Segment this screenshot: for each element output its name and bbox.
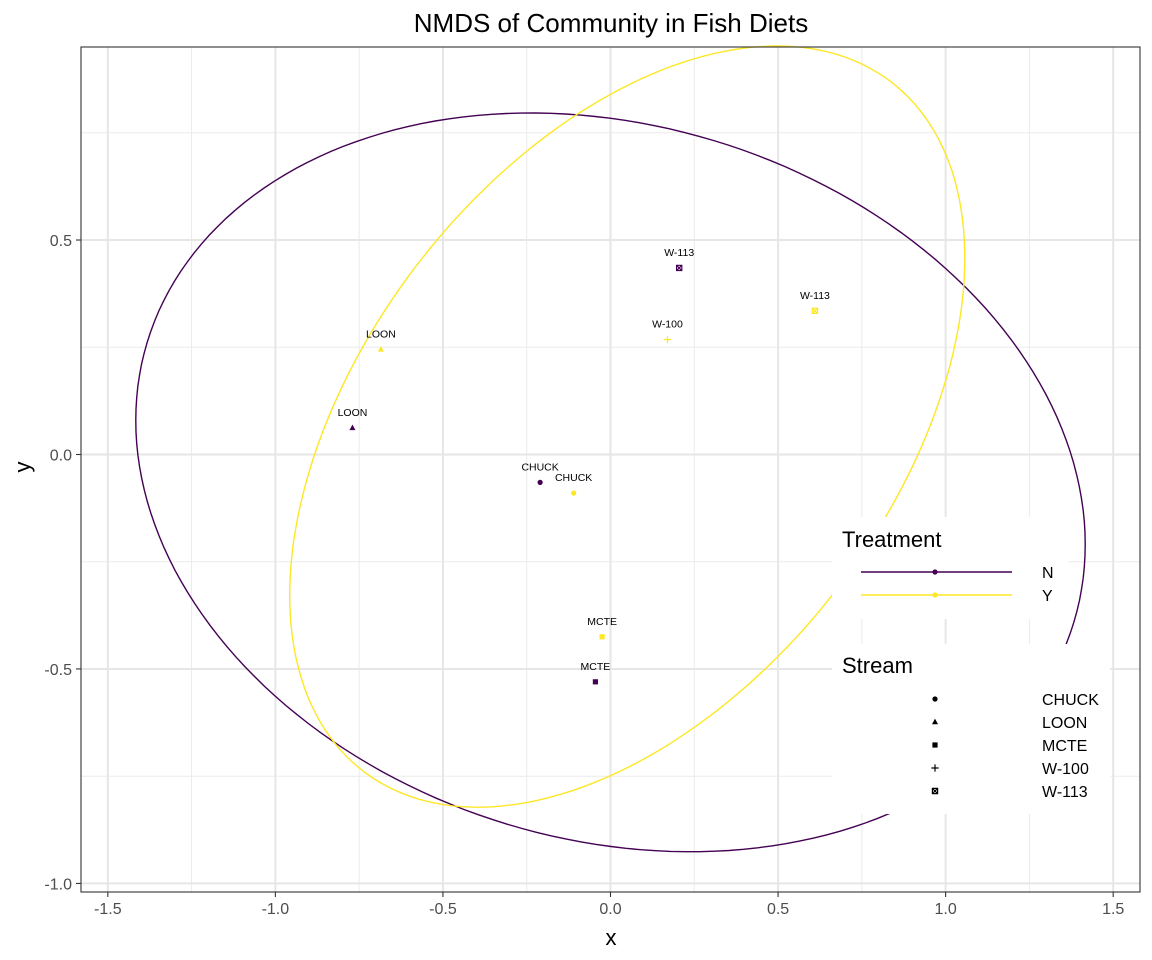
legend-treatment-label: Y [1042, 588, 1053, 605]
legend-stream-key-mcte [932, 742, 938, 748]
confidence-ellipses [135, 45, 1086, 853]
legend-stream-key-loon [932, 718, 938, 725]
point-mcte-n [592, 679, 599, 685]
legend-stream-label: CHUCK [1042, 692, 1099, 709]
legend-treatment-point-y [932, 592, 938, 598]
x-tick-label: 1.0 [935, 901, 957, 918]
point-label: LOON [366, 328, 396, 340]
legend-treatment-label: N [1042, 565, 1054, 582]
legend-stream-background [832, 644, 1110, 814]
legend-stream-key-chuck [932, 696, 938, 702]
point-w-113-n [676, 264, 683, 272]
point-label: CHUCK [521, 461, 558, 473]
y-axis-ticks: -1.0 -0.5 0.0 0.5 [44, 233, 81, 893]
data-points [349, 264, 819, 685]
point-label: MCTE [581, 661, 611, 673]
x-tick-label: 0.0 [599, 901, 621, 918]
point-w-113-y [811, 307, 819, 314]
y-axis-title: y [10, 462, 35, 473]
x-axis-title: x [606, 925, 617, 950]
point-label: LOON [338, 407, 368, 419]
legend-treatment-background [832, 517, 1068, 619]
point-w-100-y [663, 335, 672, 344]
legend: Treatment NY Stream CHUCK LOON MCTE W-100 W-113 [832, 517, 1110, 814]
x-tick-label: -1.0 [262, 901, 290, 918]
x-axis-ticks: -1.5 -1.0 -0.5 0.0 0.5 1.0 1.5 [94, 892, 1124, 918]
legend-stream-label: W-100 [1042, 761, 1089, 778]
ellipse-N [135, 112, 1086, 853]
legend-stream-key-w-100 [931, 764, 939, 772]
point-label: CHUCK [555, 472, 592, 484]
point-chuck-n [537, 479, 543, 485]
point-chuck-y [571, 490, 577, 496]
legend-treatment-point-n [932, 569, 938, 575]
legend-stream-label: LOON [1042, 715, 1087, 732]
grid-lines [81, 47, 1140, 892]
x-tick-label: 1.5 [1102, 901, 1124, 918]
legend-treatment-title: Treatment [842, 527, 941, 552]
chart-title: NMDS of Community in Fish Diets [414, 8, 808, 38]
point-mcte-y [599, 634, 605, 640]
point-loon-y [377, 346, 384, 352]
y-tick-label: -1.0 [44, 876, 72, 893]
point-label: MCTE [587, 616, 617, 628]
legend-stream-title: Stream [842, 653, 913, 678]
x-tick-label: 0.5 [767, 901, 789, 918]
y-tick-label: 0.0 [50, 447, 72, 464]
legend-stream-key-w-113 [931, 787, 939, 795]
legend-stream-label: W-113 [1042, 784, 1088, 801]
y-tick-label: -0.5 [44, 662, 72, 679]
legend-stream-label: MCTE [1042, 738, 1087, 755]
point-label: W-113 [800, 290, 830, 302]
point-label: W-100 [652, 319, 683, 331]
x-tick-label: -1.5 [94, 901, 122, 918]
point-loon-n [349, 424, 356, 431]
x-tick-label: -0.5 [429, 901, 457, 918]
point-label: W-113 [664, 247, 694, 259]
ellipse-Y [288, 45, 966, 808]
y-tick-label: 0.5 [50, 233, 72, 250]
